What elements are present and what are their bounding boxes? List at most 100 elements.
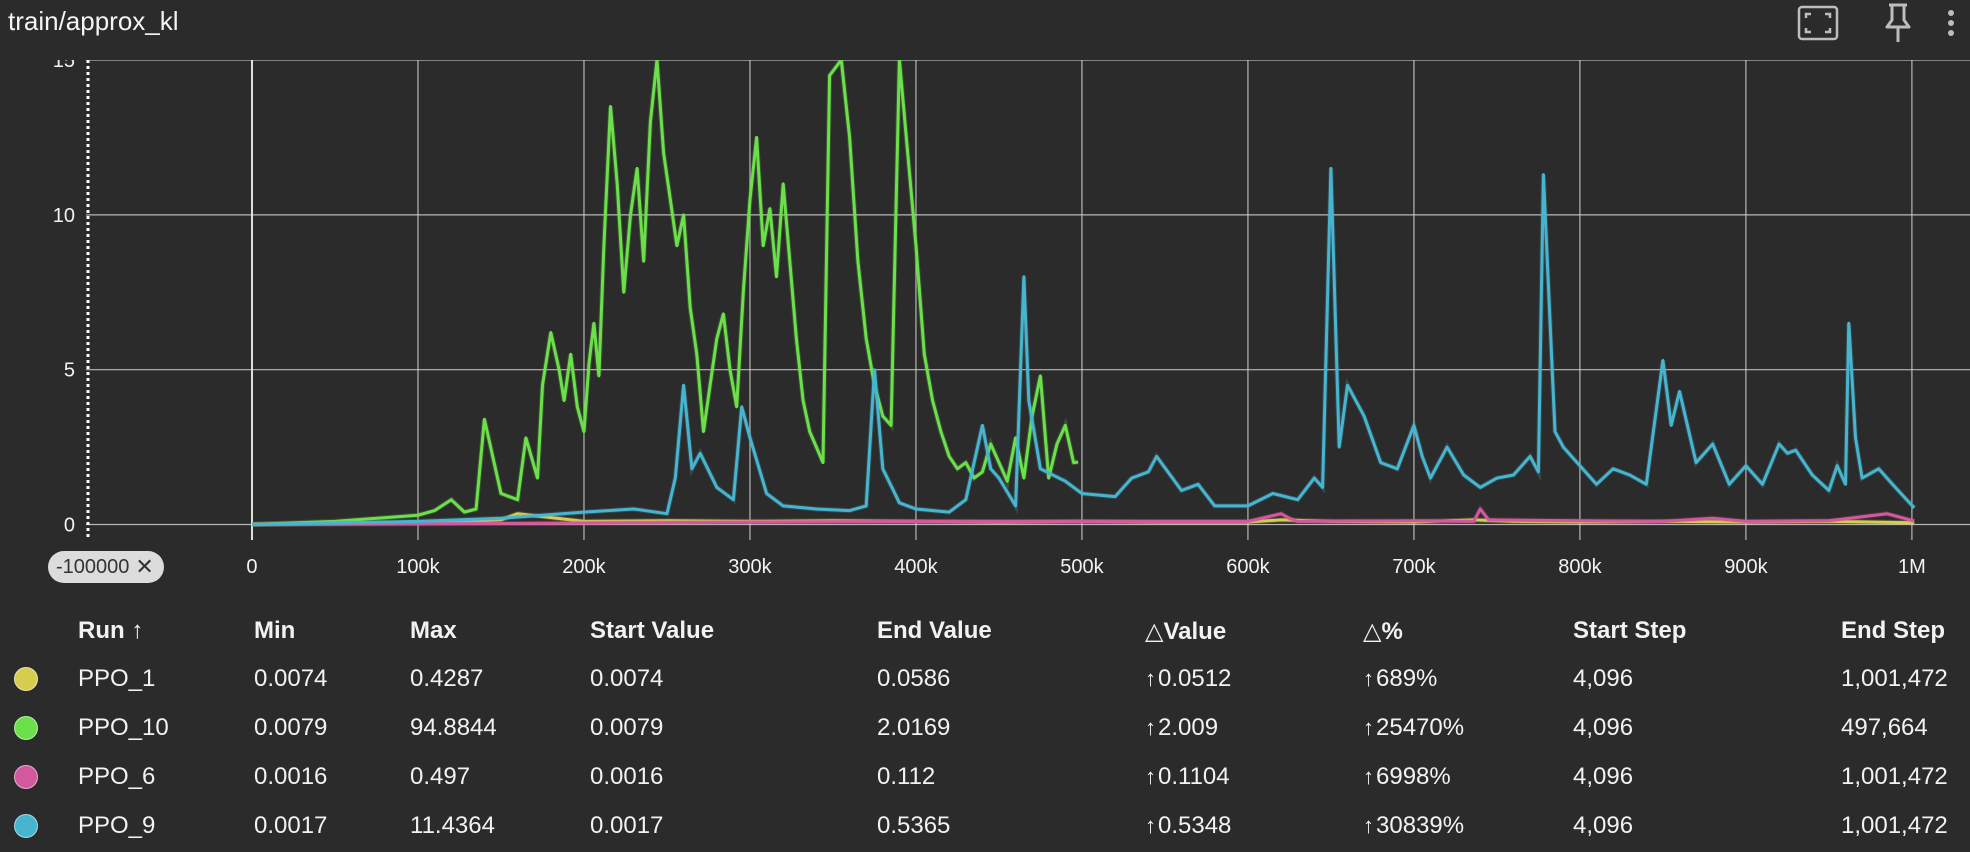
runs-table: Run ↑ Min Max Start Value End Value △Val… xyxy=(0,608,1970,850)
pin-button[interactable] xyxy=(1870,0,1926,46)
x-tick-label: 600k xyxy=(1226,556,1270,578)
cell-end-value: 2.0169 xyxy=(877,713,951,741)
cell-start-value: 0.0079 xyxy=(590,713,664,741)
cell-end-value: 0.0586 xyxy=(877,664,951,692)
x-min-filter-chip[interactable]: -100000 ✕ xyxy=(48,551,164,583)
up-arrow-icon: ↑ xyxy=(1145,812,1156,838)
x-tick-label: 100k xyxy=(396,556,440,578)
header-color xyxy=(0,608,78,654)
y-tick-label: 5 xyxy=(64,360,75,382)
table-row[interactable]: PPO_9 0.0017 11.4364 0.0017 0.5365 ↑0.5348 ↑30… xyxy=(0,801,1970,850)
x-tick-label: 800k xyxy=(1558,556,1602,578)
header-start-step[interactable]: Start Step xyxy=(1573,617,1687,644)
header-end-value[interactable]: End Value xyxy=(877,617,992,644)
y-tick-label: 15 xyxy=(53,60,75,72)
cell-start-step: 4,096 xyxy=(1573,664,1634,692)
up-arrow-icon: ↑ xyxy=(1145,665,1156,691)
cell-value: 0.1104 xyxy=(1158,762,1230,790)
cell-max: 94.8844 xyxy=(410,713,497,741)
up-arrow-icon: ↑ xyxy=(1363,763,1374,789)
x-min-filter-label: -100000 xyxy=(56,555,130,578)
series-raw-line xyxy=(251,60,1079,527)
pin-icon xyxy=(1885,3,1911,42)
fullscreen-icon xyxy=(1797,5,1839,41)
cell-value: 6998% xyxy=(1376,762,1451,790)
cell-delta-value: ↑0.1104 xyxy=(1145,752,1363,801)
header-delta-value[interactable]: △Value xyxy=(1145,617,1227,645)
more-options-button[interactable] xyxy=(1945,0,1970,46)
series-line[interactable] xyxy=(251,60,1079,526)
header-run[interactable]: Run ↑ xyxy=(78,617,144,644)
run-color-cell xyxy=(0,654,78,703)
cell-value: 30839% xyxy=(1376,811,1465,839)
header-start-value[interactable]: Start Value xyxy=(590,617,715,644)
cell-value: 0.5348 xyxy=(1158,811,1232,839)
cell-start-step: 4,096 xyxy=(1573,762,1634,790)
cell-start-value: 0.0017 xyxy=(590,811,664,839)
close-icon[interactable]: ✕ xyxy=(135,554,154,579)
table-header-row: Run ↑ Min Max Start Value End Value △Val… xyxy=(0,608,1970,654)
run-color-cell xyxy=(0,801,78,850)
run-color-swatch[interactable] xyxy=(14,716,38,741)
cell-run: PPO_9 xyxy=(78,811,156,839)
table-row[interactable]: PPO_6 0.0016 0.497 0.0016 0.112 ↑0.1104 ↑6998%… xyxy=(0,752,1970,801)
x-tick-label: 500k xyxy=(1060,556,1104,578)
cell-delta-pct: ↑30839% xyxy=(1363,801,1573,850)
x-tick-label: 400k xyxy=(894,556,938,578)
x-tick-label: 700k xyxy=(1392,556,1436,578)
cell-delta-pct: ↑25470% xyxy=(1363,703,1573,752)
cell-start-step: 4,096 xyxy=(1573,811,1634,839)
up-arrow-icon: ↑ xyxy=(1363,812,1374,838)
cell-end-step: 497,664 xyxy=(1841,713,1928,741)
cell-delta-value: ↑0.0512 xyxy=(1145,654,1363,703)
x-tick-label: 1M xyxy=(1898,556,1926,578)
cell-start-value: 0.0074 xyxy=(590,664,664,692)
x-tick-label: 900k xyxy=(1724,556,1768,578)
cell-max: 0.4287 xyxy=(410,664,484,692)
chart-title: train/approx_kl xyxy=(8,6,179,36)
run-color-cell xyxy=(0,752,78,801)
cell-start-value: 0.0016 xyxy=(590,762,664,790)
cell-run: PPO_10 xyxy=(78,713,169,741)
cell-min: 0.0079 xyxy=(254,713,328,741)
cell-value: 2.009 xyxy=(1158,713,1219,741)
cell-end-value: 0.5365 xyxy=(877,811,951,839)
cell-end-step: 1,001,472 xyxy=(1841,664,1948,692)
header-end-step[interactable]: End Step xyxy=(1841,617,1946,644)
cell-end-value: 0.112 xyxy=(877,762,936,790)
cell-delta-value: ↑0.5348 xyxy=(1145,801,1363,850)
x-tick-label: 0 xyxy=(246,556,257,578)
cell-max: 11.4364 xyxy=(410,811,495,839)
cell-run: PPO_1 xyxy=(78,664,156,692)
header-delta-percent[interactable]: △% xyxy=(1363,617,1403,645)
cell-max: 0.497 xyxy=(410,762,471,790)
series-line[interactable] xyxy=(251,166,1916,526)
header-max[interactable]: Max xyxy=(410,617,457,644)
up-arrow-icon: ↑ xyxy=(1145,714,1156,740)
cell-run: PPO_6 xyxy=(78,762,156,790)
y-tick-label: 10 xyxy=(53,205,75,227)
fullscreen-button[interactable] xyxy=(1790,0,1846,46)
table-row[interactable]: PPO_10 0.0079 94.8844 0.0079 2.0169 ↑2.009 ↑25… xyxy=(0,703,1970,752)
run-color-swatch[interactable] xyxy=(14,667,38,692)
up-arrow-icon: ↑ xyxy=(1363,665,1374,691)
cell-min: 0.0017 xyxy=(254,811,328,839)
line-chart[interactable]: 0 5 10 15 0 100k 200k 300k 400k 500k 600k 700k 800k 9… xyxy=(0,60,1970,590)
cell-delta-pct: ↑689% xyxy=(1363,654,1573,703)
cell-value: 0.0512 xyxy=(1158,664,1232,692)
run-color-swatch[interactable] xyxy=(14,765,38,790)
x-tick-label: 300k xyxy=(728,556,772,578)
cell-delta-pct: ↑6998% xyxy=(1363,752,1573,801)
x-tick-label: 200k xyxy=(562,556,606,578)
up-arrow-icon: ↑ xyxy=(1145,763,1156,789)
header-min[interactable]: Min xyxy=(254,617,296,644)
run-color-swatch[interactable] xyxy=(14,814,38,839)
cell-min: 0.0016 xyxy=(254,762,328,790)
series-line[interactable] xyxy=(251,507,1915,526)
cell-min: 0.0074 xyxy=(254,664,328,692)
cell-end-step: 1,001,472 xyxy=(1841,762,1948,790)
table-row[interactable]: PPO_1 0.0074 0.4287 0.0074 0.0586 ↑0.0512 ↑689… xyxy=(0,654,1970,703)
cell-end-step: 1,001,472 xyxy=(1841,811,1948,839)
cell-delta-value: ↑2.009 xyxy=(1145,703,1363,752)
cell-start-step: 4,096 xyxy=(1573,713,1634,741)
